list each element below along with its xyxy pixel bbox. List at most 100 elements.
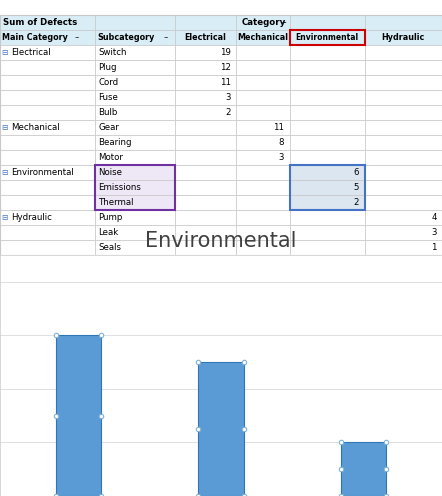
Text: Cord: Cord: [99, 78, 119, 87]
Bar: [0, 30, 95, 45]
Bar: [236, 45, 290, 60]
Bar: [236, 75, 290, 90]
Bar: [236, 135, 290, 150]
Bar: [236, 180, 290, 195]
Bar: [0, 240, 95, 255]
Bar: [290, 225, 365, 240]
Text: Mechanical: Mechanical: [237, 33, 289, 42]
Bar: [290, 135, 365, 150]
Text: ⊟: ⊟: [1, 168, 8, 177]
Text: 5: 5: [354, 183, 359, 192]
Bar: [95, 15, 175, 30]
Bar: [95, 180, 175, 195]
Bar: [95, 150, 175, 165]
Bar: [365, 210, 442, 225]
Bar: [95, 180, 175, 195]
Bar: [95, 45, 175, 60]
Text: Motor: Motor: [99, 153, 123, 162]
Bar: [365, 195, 442, 210]
Bar: [236, 195, 290, 210]
Text: Emissions: Emissions: [99, 183, 141, 192]
Bar: [175, 225, 236, 240]
Bar: [175, 135, 236, 150]
Text: Mechanical: Mechanical: [11, 123, 60, 132]
Bar: [236, 120, 290, 135]
Bar: [0, 210, 95, 225]
Bar: [175, 15, 236, 30]
Text: --: --: [74, 35, 80, 41]
Text: --: --: [282, 18, 287, 27]
Bar: [95, 165, 175, 180]
Bar: [175, 60, 236, 75]
Bar: [0, 150, 95, 165]
Text: Sum of Defects: Sum of Defects: [3, 18, 77, 27]
Bar: [95, 165, 175, 180]
Bar: [95, 240, 175, 255]
Bar: [290, 90, 365, 105]
Text: 6: 6: [354, 168, 359, 177]
Bar: [95, 225, 175, 240]
Text: Seals: Seals: [99, 243, 122, 252]
Text: ⊟: ⊟: [1, 48, 8, 57]
Text: Hydraulic: Hydraulic: [382, 33, 425, 42]
Bar: [0, 165, 95, 180]
Bar: [290, 30, 365, 45]
Bar: [290, 165, 365, 210]
Bar: [0, 225, 95, 240]
Bar: [236, 90, 290, 105]
Bar: [56, 335, 101, 496]
Bar: [290, 195, 365, 210]
Bar: [365, 60, 442, 75]
Bar: [95, 210, 175, 225]
Text: 11: 11: [220, 78, 231, 87]
Bar: [95, 120, 175, 135]
Bar: [175, 120, 236, 135]
Text: ⊟: ⊟: [1, 213, 8, 222]
Bar: [175, 45, 236, 60]
Bar: [236, 105, 290, 120]
Text: 19: 19: [220, 48, 231, 57]
Text: 2: 2: [354, 198, 359, 207]
Bar: [236, 225, 290, 240]
Bar: [290, 45, 365, 60]
Text: Category: Category: [242, 18, 286, 27]
Bar: [290, 120, 365, 135]
Bar: [175, 90, 236, 105]
Text: Plug: Plug: [99, 63, 117, 72]
Text: Switch: Switch: [99, 48, 127, 57]
Bar: [290, 60, 365, 75]
Bar: [0, 105, 95, 120]
Text: Electrical: Electrical: [11, 48, 51, 57]
Bar: [0, 120, 95, 135]
Text: 3: 3: [279, 153, 284, 162]
Bar: [290, 165, 365, 180]
Bar: [175, 75, 236, 90]
Bar: [95, 135, 175, 150]
Bar: [341, 442, 386, 496]
Bar: [290, 165, 365, 180]
Bar: [236, 210, 290, 225]
Title: Environmental: Environmental: [145, 231, 297, 250]
Bar: [365, 240, 442, 255]
Text: Environmental: Environmental: [296, 33, 358, 42]
Bar: [290, 75, 365, 90]
Bar: [0, 180, 95, 195]
Bar: [95, 90, 175, 105]
Text: 8: 8: [279, 138, 284, 147]
Bar: [365, 165, 442, 180]
Text: 12: 12: [220, 63, 231, 72]
Bar: [236, 30, 290, 45]
Bar: [290, 150, 365, 165]
Bar: [95, 105, 175, 120]
Text: 4: 4: [431, 213, 437, 222]
Bar: [198, 362, 244, 496]
Text: Bearing: Bearing: [99, 138, 132, 147]
Bar: [290, 240, 365, 255]
Text: Fuse: Fuse: [99, 93, 118, 102]
Bar: [365, 120, 442, 135]
Bar: [175, 105, 236, 120]
Bar: [365, 105, 442, 120]
Text: --: --: [164, 35, 169, 41]
Bar: [365, 135, 442, 150]
Bar: [0, 60, 95, 75]
